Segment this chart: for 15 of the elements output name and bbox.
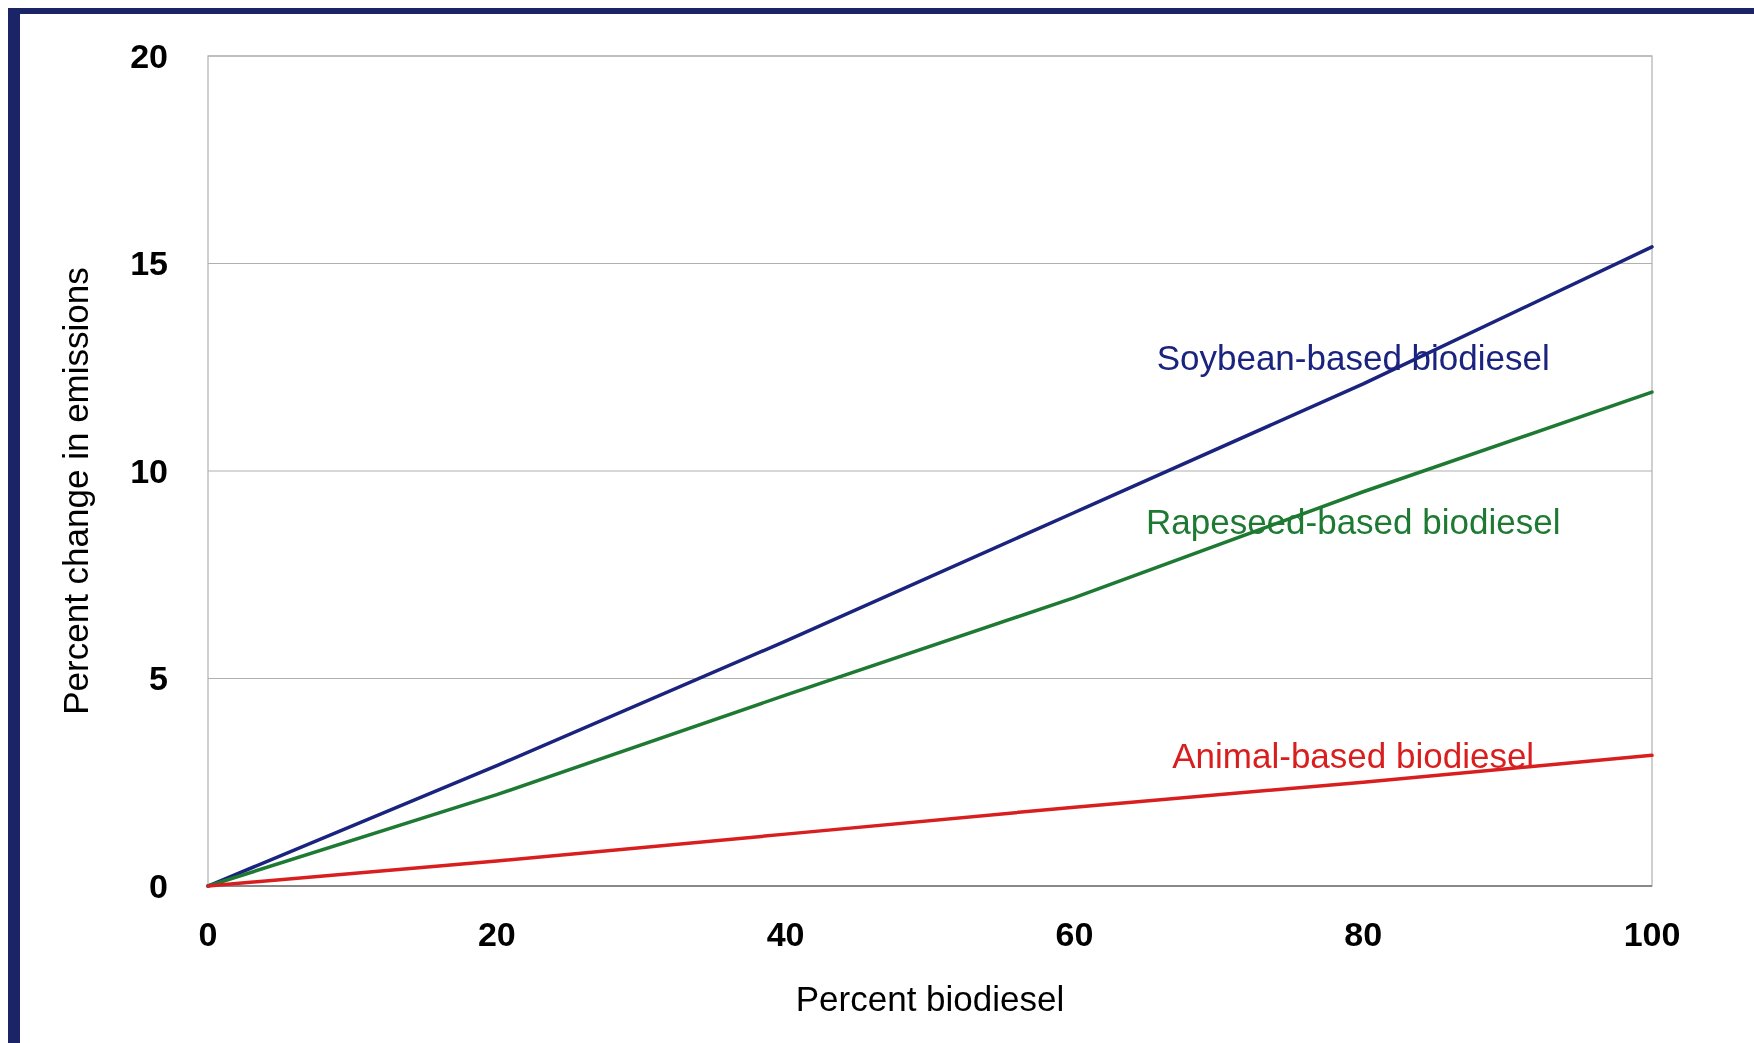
x-tick-label: 40: [766, 915, 805, 953]
x-tick-label: 100: [1623, 915, 1681, 953]
y-tick-label: 20: [130, 36, 168, 75]
x-tick-label: 60: [1055, 915, 1094, 953]
series-label: Soybean-based biodiesel: [1156, 337, 1550, 377]
x-tick-label: 80: [1344, 915, 1383, 953]
y-tick-label: 5: [149, 659, 168, 698]
x-axis-title: Percent biodiesel: [795, 979, 1065, 1018]
series-label: Animal-based biodiesel: [1172, 736, 1535, 776]
x-tick-label: 0: [198, 915, 218, 953]
y-tick-label: 0: [149, 866, 168, 905]
x-tick-label: 20: [477, 915, 516, 953]
y-tick-label: 15: [130, 244, 168, 283]
y-tick-label: 10: [130, 451, 168, 490]
y-axis-title: Percent change in emissions: [56, 267, 95, 715]
